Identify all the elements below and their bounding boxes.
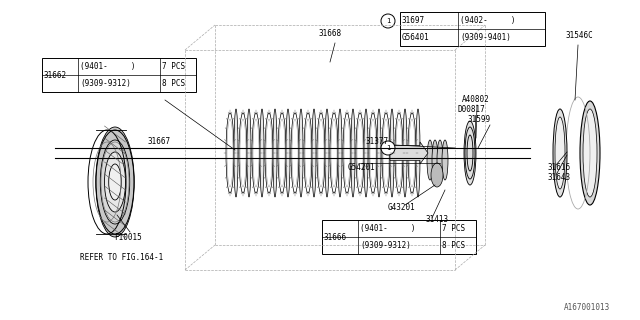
Text: 31697: 31697 <box>402 16 425 25</box>
Ellipse shape <box>377 109 381 197</box>
Ellipse shape <box>555 117 565 189</box>
Ellipse shape <box>583 109 597 197</box>
Text: (9309-9312): (9309-9312) <box>80 79 131 88</box>
Text: 31667: 31667 <box>148 138 171 147</box>
Text: F10015: F10015 <box>114 234 142 243</box>
Ellipse shape <box>364 109 368 197</box>
Text: 31616: 31616 <box>548 164 571 172</box>
Ellipse shape <box>96 127 134 237</box>
FancyArrow shape <box>390 142 428 164</box>
Ellipse shape <box>432 140 438 180</box>
Text: D00817: D00817 <box>458 106 486 115</box>
Ellipse shape <box>234 109 238 197</box>
Ellipse shape <box>553 109 567 197</box>
Text: 31599: 31599 <box>468 116 491 124</box>
Text: 8 PCS: 8 PCS <box>442 241 465 250</box>
Text: REFER TO FIG.164-1: REFER TO FIG.164-1 <box>80 253 163 262</box>
Text: A167001013: A167001013 <box>564 303 610 313</box>
Text: G43201: G43201 <box>388 204 416 212</box>
Text: (9401-     ): (9401- ) <box>360 224 415 233</box>
Text: 8 PCS: 8 PCS <box>162 79 185 88</box>
Ellipse shape <box>299 109 303 197</box>
Ellipse shape <box>465 127 475 179</box>
Ellipse shape <box>464 121 476 185</box>
Ellipse shape <box>580 101 600 205</box>
Ellipse shape <box>100 140 130 224</box>
Ellipse shape <box>109 164 122 200</box>
Text: 31662: 31662 <box>44 70 67 79</box>
Text: G56401: G56401 <box>402 33 429 42</box>
Ellipse shape <box>325 109 329 197</box>
Text: A40802: A40802 <box>462 95 490 105</box>
Ellipse shape <box>247 109 251 197</box>
Text: 31413: 31413 <box>425 215 448 225</box>
Ellipse shape <box>286 109 290 197</box>
Circle shape <box>381 141 395 155</box>
Bar <box>42 58 196 92</box>
Ellipse shape <box>273 109 277 197</box>
Ellipse shape <box>416 109 420 197</box>
Ellipse shape <box>431 163 443 187</box>
Ellipse shape <box>104 152 125 212</box>
Text: 7 PCS: 7 PCS <box>442 224 465 233</box>
Ellipse shape <box>427 140 433 180</box>
Ellipse shape <box>403 109 407 197</box>
Ellipse shape <box>442 140 448 180</box>
Ellipse shape <box>312 109 316 197</box>
Ellipse shape <box>338 109 342 197</box>
Text: 31668: 31668 <box>319 28 342 37</box>
Bar <box>400 12 545 46</box>
Text: 31377: 31377 <box>365 138 388 147</box>
Text: (9309-9401): (9309-9401) <box>460 33 511 42</box>
Bar <box>322 220 476 254</box>
Text: 31546C: 31546C <box>565 30 593 39</box>
Ellipse shape <box>351 109 355 197</box>
Ellipse shape <box>467 135 473 171</box>
Circle shape <box>381 14 395 28</box>
Text: 1: 1 <box>386 18 390 24</box>
Text: 31666: 31666 <box>324 233 347 242</box>
Ellipse shape <box>390 109 394 197</box>
Text: 31643: 31643 <box>548 173 571 182</box>
Ellipse shape <box>260 109 264 197</box>
Text: (9309-9312): (9309-9312) <box>360 241 411 250</box>
Text: (9401-     ): (9401- ) <box>80 62 136 71</box>
Text: 1: 1 <box>386 145 390 151</box>
Ellipse shape <box>437 140 443 180</box>
Text: G54201: G54201 <box>348 164 376 172</box>
Text: (9402-     ): (9402- ) <box>460 16 515 25</box>
Text: 7 PCS: 7 PCS <box>162 62 185 71</box>
